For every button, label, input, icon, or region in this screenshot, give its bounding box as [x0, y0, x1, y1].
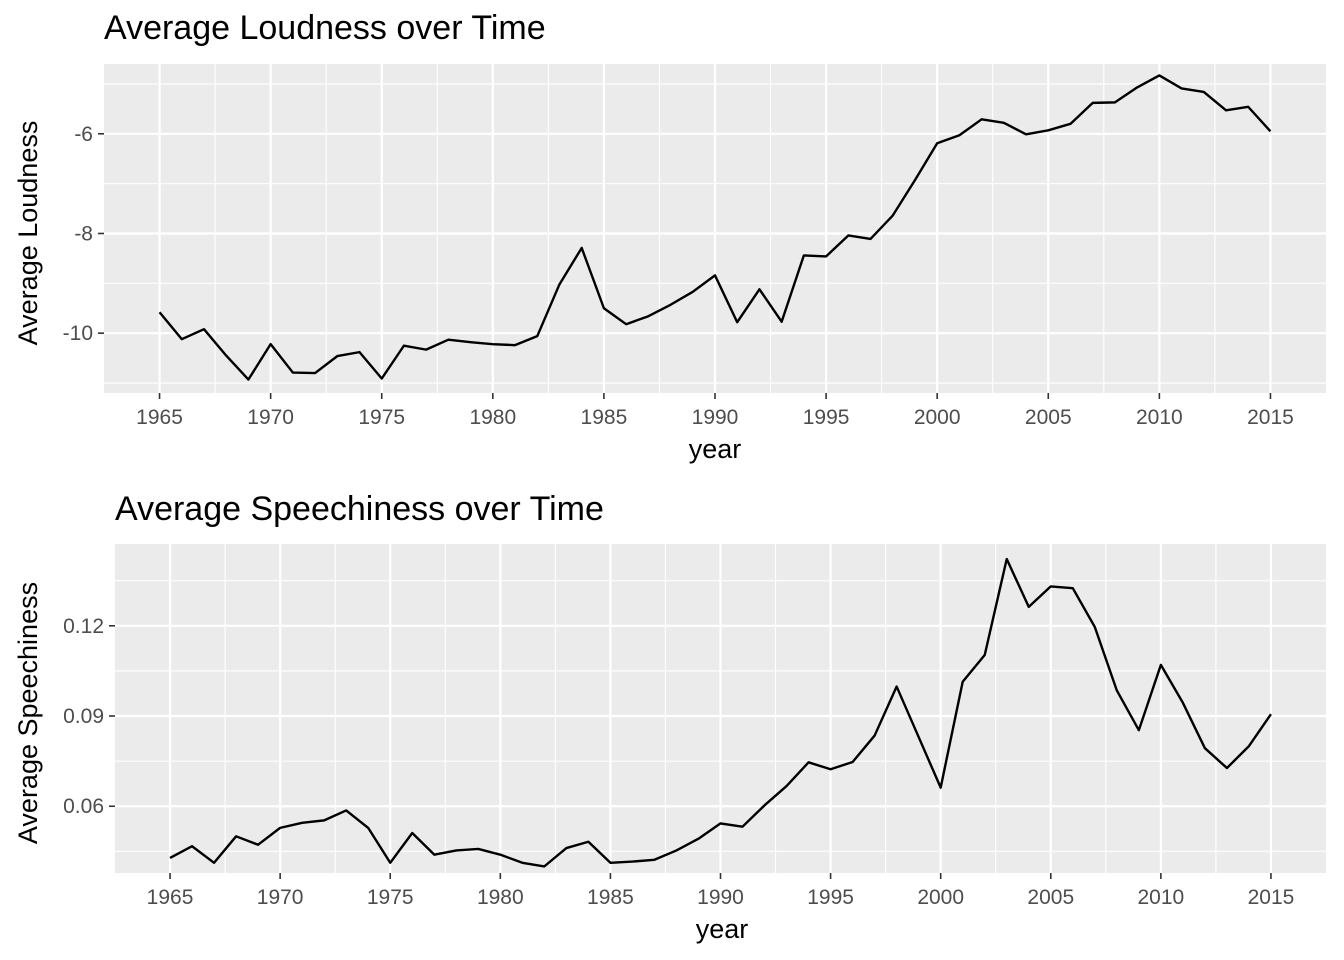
speechiness-x-tick-label: 1995: [807, 886, 854, 909]
speechiness-series: [169, 557, 1272, 868]
speechiness-x-axis-title: year: [696, 914, 749, 944]
speechiness-y-tick-label: 0.06: [63, 795, 104, 818]
speechiness-x-tick-label: 2015: [1248, 886, 1295, 909]
loudness-y-tick-label: -6: [74, 123, 93, 146]
loudness-x-axis: 1965 1970 1975 1980 1985 1990 1995 2000 2005 2010…: [136, 393, 1294, 429]
loudness-y-axis-title: Average Loudness: [13, 121, 43, 346]
speechiness-chart: Average Speechiness over Time 1965 1970 19…: [13, 490, 1326, 944]
loudness-chart: Average Loudness over Time 1965 1970 1975 1…: [13, 9, 1326, 464]
speechiness-x-tick-label: 1965: [147, 886, 194, 909]
loudness-series: [158, 74, 1272, 381]
loudness-gridlines: [104, 64, 1326, 393]
loudness-x-tick-label: 2005: [1025, 406, 1072, 429]
speechiness-x-tick-label: 1975: [367, 886, 414, 909]
speechiness-x-tick-label: 1985: [587, 886, 634, 909]
speechiness-x-tick-label: 2000: [917, 886, 964, 909]
speechiness-y-axis: 0.06 0.09 0.12: [63, 615, 115, 818]
loudness-x-axis-title: year: [689, 434, 742, 464]
loudness-x-tick-label: 2010: [1136, 406, 1183, 429]
loudness-x-tick-label: 2015: [1247, 406, 1294, 429]
speechiness-y-axis-title: Average Speechiness: [13, 582, 43, 844]
speechiness-x-tick-label: 2005: [1027, 886, 1074, 909]
loudness-x-tick-label: 1995: [803, 406, 850, 429]
loudness-x-tick-label: 1975: [358, 406, 405, 429]
speechiness-x-tick-label: 2010: [1138, 886, 1185, 909]
speechiness-y-tick-label: 0.09: [63, 705, 104, 728]
loudness-x-tick-label: 1980: [469, 406, 516, 429]
speechiness-gridlines: [115, 544, 1326, 873]
loudness-x-tick-label: 1970: [247, 406, 294, 429]
speechiness-x-axis: 1965 1970 1975 1980 1985 1990 1995 2000 2005 2010…: [147, 873, 1295, 909]
loudness-y-tick-label: -10: [63, 322, 93, 345]
speechiness-x-tick-label: 1970: [257, 886, 304, 909]
speechiness-x-tick-label: 1990: [697, 886, 744, 909]
speechiness-series-line: [169, 557, 1272, 868]
speechiness-y-tick-label: 0.12: [63, 615, 104, 638]
speechiness-x-tick-label: 1980: [477, 886, 524, 909]
loudness-x-tick-label: 1990: [692, 406, 739, 429]
loudness-y-axis: -10 -8 -6: [63, 123, 104, 345]
speechiness-chart-title: Average Speechiness over Time: [115, 490, 604, 528]
loudness-x-tick-label: 1985: [581, 406, 628, 429]
loudness-chart-title: Average Loudness over Time: [104, 9, 546, 47]
loudness-y-tick-label: -8: [74, 222, 93, 245]
loudness-x-tick-label: 2000: [914, 406, 961, 429]
loudness-series-line: [158, 74, 1272, 381]
loudness-x-tick-label: 1965: [136, 406, 183, 429]
